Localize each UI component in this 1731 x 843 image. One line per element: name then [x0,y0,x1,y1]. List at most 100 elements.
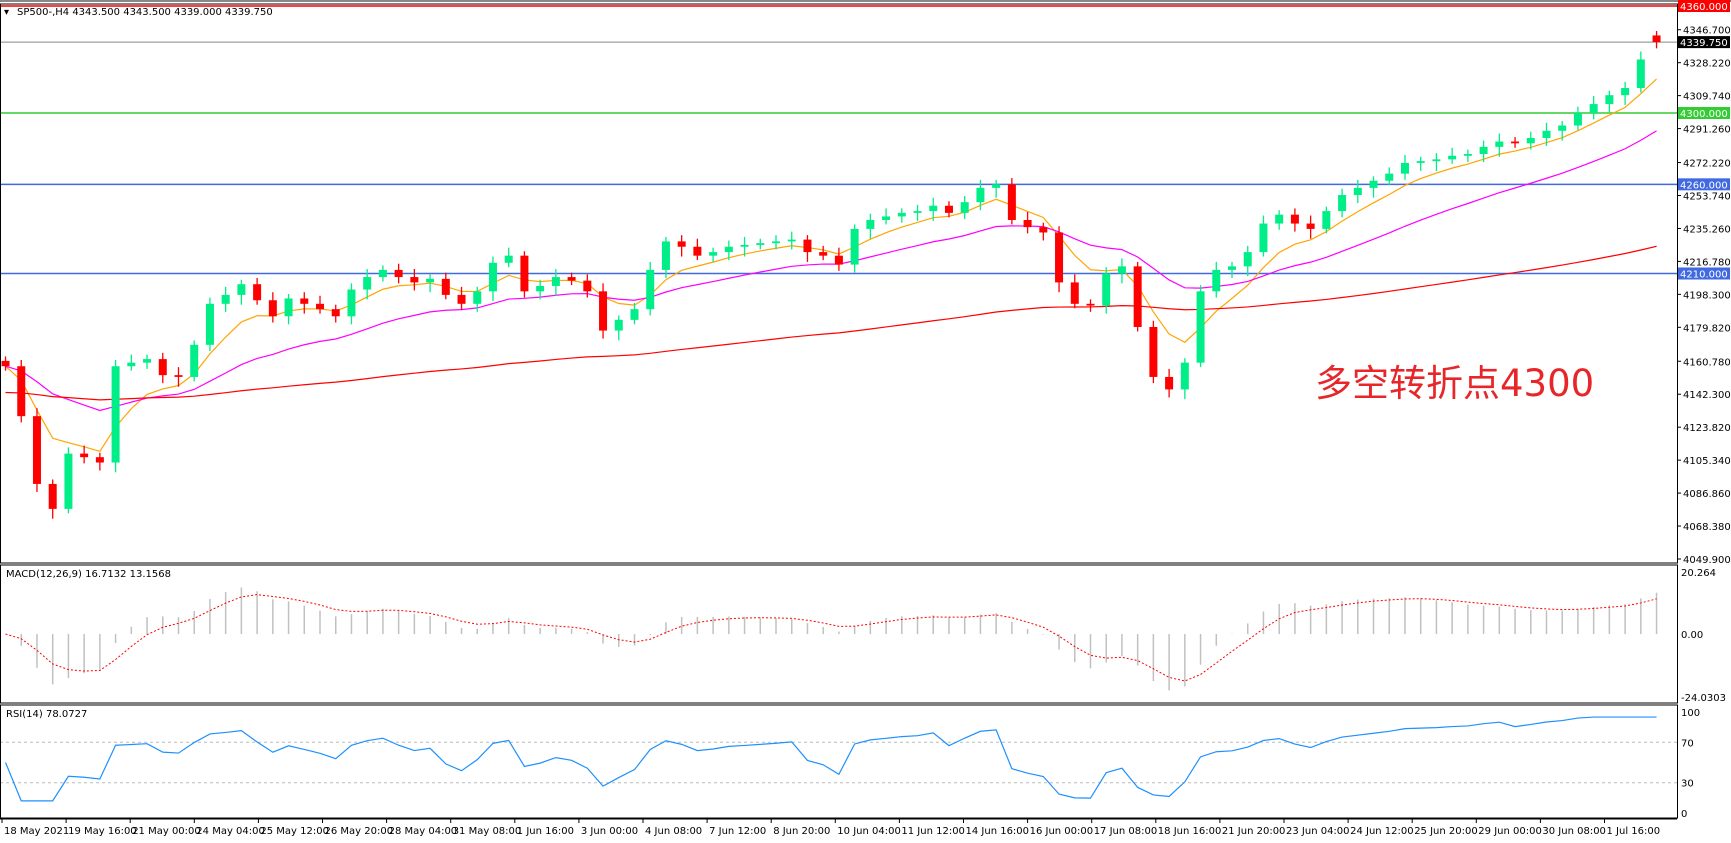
candle-bearish [80,453,89,458]
candle-bullish [897,212,906,217]
candle-bearish [819,252,828,256]
candle-bullish [473,291,482,304]
candle-bearish [803,239,812,253]
candle-bearish [268,300,277,317]
candle-bearish [583,280,592,292]
candle-bullish [504,255,513,263]
candle-bullish [190,344,199,377]
candle-bullish [992,184,1001,188]
price-tick-label: 4086.860 [1683,489,1731,500]
candle-bearish [331,309,340,317]
candle-bearish [1149,326,1158,377]
level-label: 4260.000 [1680,180,1728,191]
candle-bullish [363,277,372,290]
candle-bullish [1243,252,1252,267]
candle-bearish [677,241,686,247]
candle-bearish [693,246,702,256]
symbol-dropdown-icon[interactable]: ▾ [4,7,9,18]
candle-bullish [756,243,765,245]
candle-bullish [787,239,796,242]
time-tick-label: 7 Jun 12:00 [709,826,766,837]
candle-bullish [205,303,214,345]
candle-bullish [221,294,230,304]
time-tick-label: 24 Jun 12:00 [1350,826,1414,837]
time-tick-label: 21 May 00:00 [132,826,201,837]
candle-bearish [158,359,167,376]
candle-bearish [441,278,450,295]
candle-bearish [1039,227,1048,233]
candle-bullish [1259,223,1268,253]
candle-bullish [1542,130,1551,138]
time-tick-label: 28 May 04:00 [389,826,458,837]
price-tick-label: 4105.340 [1683,456,1731,467]
candle-bullish [866,219,875,229]
rsi-title: RSI(14) 78.0727 [6,709,87,720]
price-tick-label: 4272.220 [1683,159,1731,170]
ma-mid-line [5,130,1657,412]
candle-bullish [1369,180,1378,188]
price-tick-label: 4160.780 [1683,357,1731,368]
rsi-tick-label: 70 [1681,738,1694,749]
candle-bullish [1463,154,1472,156]
candle-bullish [64,453,73,509]
price-tick-label: 4142.300 [1683,390,1731,401]
macd-tick-label: 20.264 [1681,568,1716,579]
candle-bearish [1007,184,1016,220]
level-tag [1678,36,1730,49]
candle-bearish [834,255,843,265]
candle-bearish [174,375,183,377]
candle-bearish [599,291,608,331]
candle-bearish [1165,376,1174,390]
price-tick-label: 4328.220 [1683,59,1731,70]
candle-bullish [378,269,387,278]
time-tick-label: 30 Jun 08:00 [1542,826,1606,837]
rsi-tick-label: 30 [1681,779,1694,790]
time-tick-label: 11 Jun 12:00 [901,826,965,837]
price-tick-label: 4049.900 [1683,555,1731,566]
level-label: 4210.000 [1680,269,1728,280]
candle-bullish [1338,195,1347,212]
candle-bullish [1448,155,1457,160]
time-tick-label: 19 May 16:00 [68,826,137,837]
candle-bullish [1322,211,1331,229]
price-panel[interactable] [0,5,1677,519]
time-tick-label: 26 May 20:00 [325,826,394,837]
level-label: 4339.750 [1680,38,1728,49]
candle-bullish [929,205,938,212]
symbol-info: SP500-,H4 4343.500 4343.500 4339.000 433… [17,7,273,18]
rsi-panel[interactable] [0,716,1677,802]
candle-bullish [536,285,545,292]
candle-bullish [614,319,623,331]
candle-bullish [1196,291,1205,363]
candle-bullish [1102,273,1111,306]
time-tick-label: 10 Jun 04:00 [837,826,901,837]
candle-bullish [772,241,781,244]
level-tag [1678,106,1730,119]
price-panel-frame [0,3,1678,564]
level-tag [1678,0,1730,12]
candle-bearish [253,284,262,301]
candle-bearish [95,457,104,463]
candle-bullish [1416,161,1425,163]
candle-bullish [1432,159,1441,162]
candle-bullish [347,289,356,317]
candle-bullish [1212,269,1221,292]
candle-bearish [1306,223,1315,229]
macd-panel[interactable] [5,587,1658,691]
candle-bearish [1,360,10,367]
price-tick-label: 4068.380 [1683,522,1731,533]
price-tick-label: 4123.820 [1683,423,1731,434]
candle-bearish [48,483,57,509]
time-tick-label: 1 Jun 16:00 [517,826,574,837]
candle-bullish [551,277,560,286]
time-tick-label: 18 May 2021 [4,826,69,837]
candle-bearish [1086,303,1095,306]
time-tick-label: 31 May 08:00 [453,826,522,837]
price-tick-label: 4346.700 [1683,26,1731,37]
time-tick-label: 17 Jun 08:00 [1094,826,1158,837]
macd-panel-frame [0,564,1678,704]
candle-bearish [1652,35,1661,43]
macd-tick-label: 0.00 [1681,630,1703,641]
candle-bearish [1070,282,1079,304]
